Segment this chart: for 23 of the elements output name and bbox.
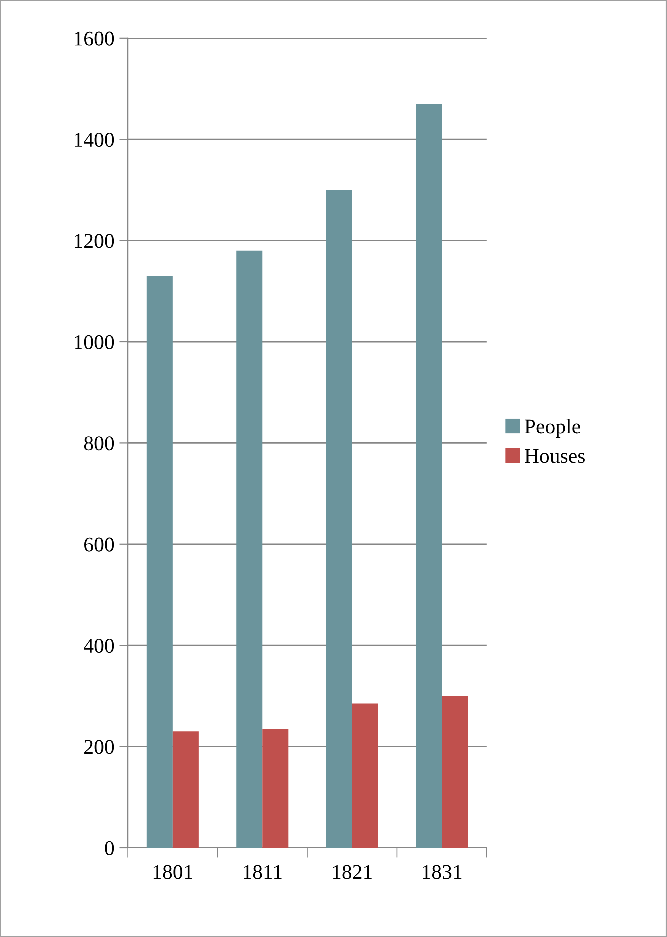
- x-tick-label: 1831: [423, 865, 462, 880]
- y-tick-label: 800: [84, 436, 114, 451]
- x-tick-label: 1801: [154, 865, 193, 880]
- y-tick-label: 1000: [75, 335, 114, 350]
- bar: [352, 704, 378, 848]
- bar: [416, 104, 442, 848]
- y-tick-label: 1600: [75, 32, 114, 46]
- bar: [236, 250, 263, 848]
- bar: [262, 729, 289, 848]
- y-tick-label: 600: [84, 538, 114, 552]
- bar: [172, 732, 199, 848]
- bar: [146, 276, 173, 848]
- legend-label: People: [525, 419, 580, 438]
- y-tick-label: 1200: [75, 234, 114, 248]
- y-tick-label: 0: [105, 841, 114, 856]
- x-tick-label: 1811: [244, 865, 282, 880]
- bar: [442, 696, 468, 848]
- legend-label: Houses: [525, 449, 585, 464]
- y-tick-label: 1400: [75, 132, 114, 148]
- bar: [326, 190, 352, 848]
- x-tick-label: 1821: [333, 865, 372, 880]
- y-tick-label: 400: [84, 638, 114, 654]
- y-tick-label: 200: [84, 740, 114, 754]
